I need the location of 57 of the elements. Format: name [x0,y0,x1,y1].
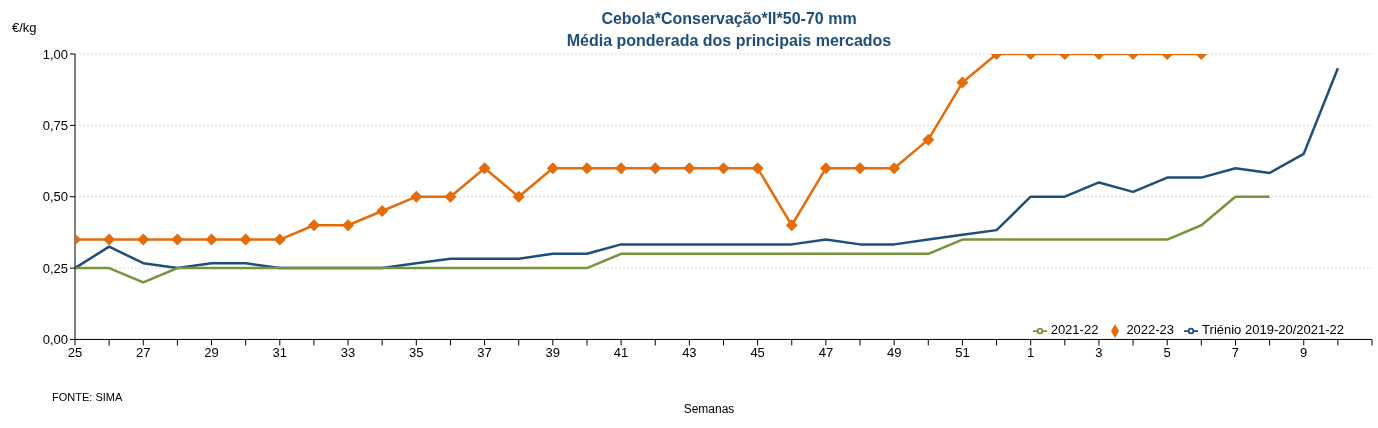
chart-title: Cebola*Conservação*II*50-70 mm [600,9,858,29]
point [717,162,730,175]
x-tick-label: 51 [955,344,970,360]
line-series [75,67,1340,270]
x-tick-label: 5 [1163,344,1171,360]
x-tick-label: 29 [204,344,219,360]
point [546,162,559,175]
point [819,162,832,175]
x-tick-label: 37 [477,344,492,360]
point [342,219,355,232]
y-tick-label: 1,00 [42,46,68,62]
point [888,162,901,175]
x-tick-label: 1 [1027,344,1035,360]
x-tick-label: 7 [1231,344,1240,360]
point [615,162,628,175]
chart-subtitle: Média ponderada dos principais mercados [565,31,893,51]
point [376,204,389,217]
point [410,190,423,203]
point [205,233,218,246]
point [649,162,662,175]
y-tick-label: 0,75 [42,117,68,133]
x-tick-label: 35 [409,344,424,360]
point [478,162,491,175]
y-tick-label: 0,25 [42,260,68,276]
point [137,233,150,246]
point [751,162,764,175]
legend-label: 2022-23 [1126,322,1175,338]
source-note: FONTE: SIMA [52,391,123,403]
x-tick-label: 41 [613,344,629,360]
x-tick-label: 45 [750,344,765,360]
point [103,233,116,246]
x-axis-title: Semanas [682,402,736,416]
x-tick-label: 3 [1095,344,1103,360]
x-tick-label: 33 [340,344,356,360]
line-series [75,195,1271,284]
point [307,219,320,232]
x-tick-label: 27 [136,344,151,360]
x-tick-label: 25 [67,344,83,360]
legend-label: 2021-22 [1050,322,1099,338]
point [922,133,935,146]
point [785,219,798,232]
legend-label: Triénio 2019-20/2021-22 [1202,322,1344,338]
y-tick-label: 0,00 [42,332,68,348]
y-tick-label: 0,50 [42,189,68,205]
point [683,162,696,175]
x-tick-label: 39 [545,344,561,360]
point [239,233,252,246]
point [273,233,286,246]
point [512,190,525,203]
x-tick-label: 31 [272,344,288,360]
y-axis-title: €/kg [12,20,37,35]
x-tick-label: 9 [1300,344,1308,360]
point [444,190,457,203]
x-tick-label: 43 [682,344,697,360]
x-tick-label: 47 [818,344,834,360]
x-tick-label: 49 [886,344,902,360]
point [171,233,184,246]
